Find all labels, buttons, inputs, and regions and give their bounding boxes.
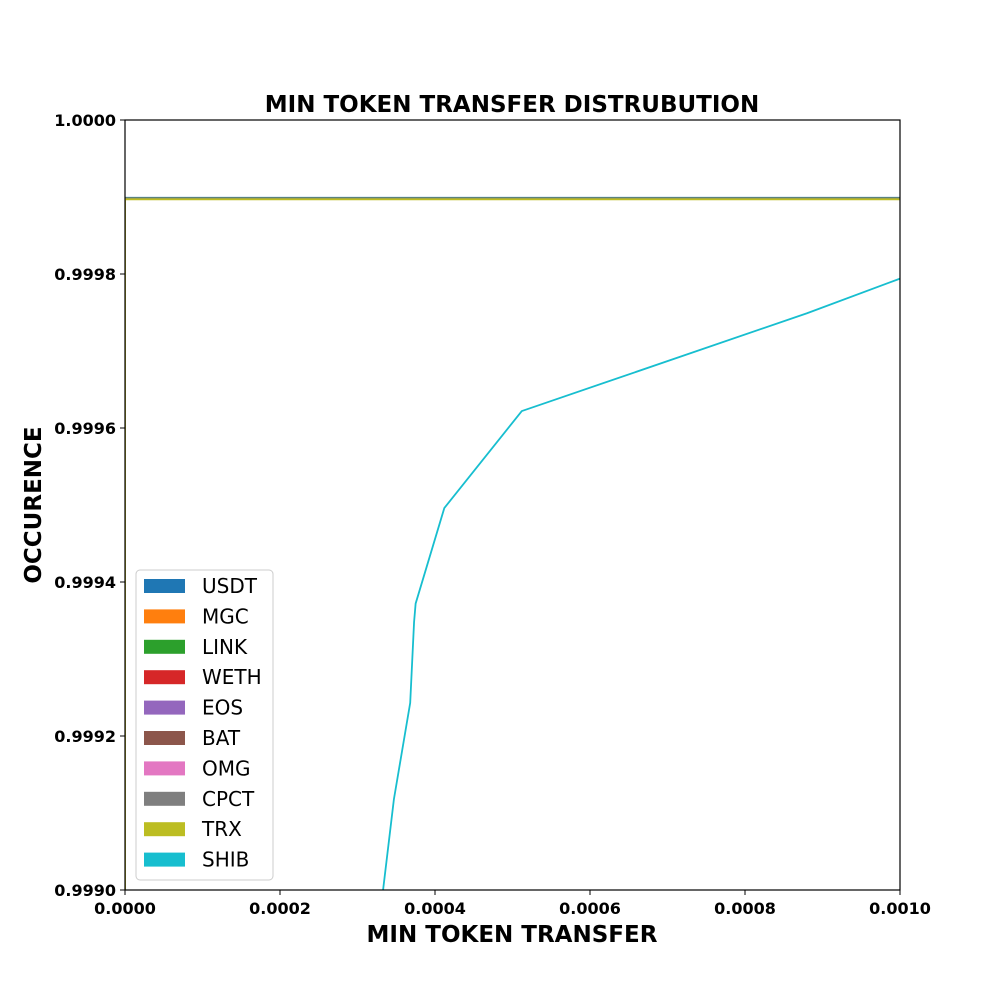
- x-tick-label: 0.0004: [404, 899, 466, 918]
- legend-label-link: LINK: [202, 635, 248, 659]
- x-axis: 0.0000 0.0002 0.0004 0.0006 0.0008 0.0010: [94, 890, 931, 918]
- legend-label-omg: OMG: [202, 756, 251, 780]
- legend-label-cpct: CPCT: [202, 787, 255, 811]
- legend: USDT MGC LINK WETH EOS BAT OMG CPCT TRX SHIB: [135, 569, 274, 881]
- series-layer: [125, 196, 900, 890]
- y-tick-label: 0.9994: [54, 573, 116, 592]
- legend-swatch-shib: [144, 852, 185, 867]
- y-axis: 0.9990 0.9992 0.9994 0.9996 0.9998 1.0000: [54, 111, 125, 900]
- y-tick-label: 0.9996: [54, 419, 116, 438]
- legend-swatch-link: [144, 639, 185, 654]
- legend-label-bat: BAT: [202, 726, 241, 750]
- legend-label-usdt: USDT: [202, 574, 258, 598]
- series-line-trx: [125, 198, 900, 890]
- y-tick-label: 0.9998: [54, 265, 116, 284]
- chart-title: MIN TOKEN TRANSFER DISTRUBUTION: [265, 92, 759, 118]
- x-axis-label: MIN TOKEN TRANSFER: [367, 922, 658, 948]
- y-axis-label: OCCURENCE: [21, 426, 47, 583]
- x-tick-label: 0.0000: [94, 899, 156, 918]
- x-tick-label: 0.0010: [869, 899, 931, 918]
- y-tick-label: 0.9992: [54, 727, 116, 746]
- legend-label-trx: TRX: [201, 817, 242, 841]
- x-tick-label: 0.0002: [249, 899, 311, 918]
- legend-swatch-weth: [144, 670, 185, 685]
- legend-label-weth: WETH: [202, 665, 262, 689]
- legend-swatch-cpct: [144, 791, 185, 806]
- legend-swatch-bat: [144, 731, 185, 745]
- y-tick-label: 0.9990: [54, 881, 116, 900]
- x-tick-label: 0.0006: [559, 899, 621, 918]
- series-line-shib: [382, 277, 900, 890]
- legend-swatch-eos: [144, 700, 185, 715]
- legend-swatch-mgc: [144, 609, 185, 624]
- x-tick-label: 0.0008: [714, 899, 776, 918]
- legend-label-mgc: MGC: [202, 604, 249, 628]
- legend-label-shib: SHIB: [202, 848, 249, 872]
- legend-swatch-trx: [144, 822, 185, 837]
- legend-swatch-omg: [144, 761, 185, 776]
- legend-swatch-usdt: [144, 579, 185, 593]
- legend-label-eos: EOS: [202, 696, 243, 720]
- plot-frame: [124, 119, 901, 891]
- y-tick-label: 1.0000: [54, 111, 116, 130]
